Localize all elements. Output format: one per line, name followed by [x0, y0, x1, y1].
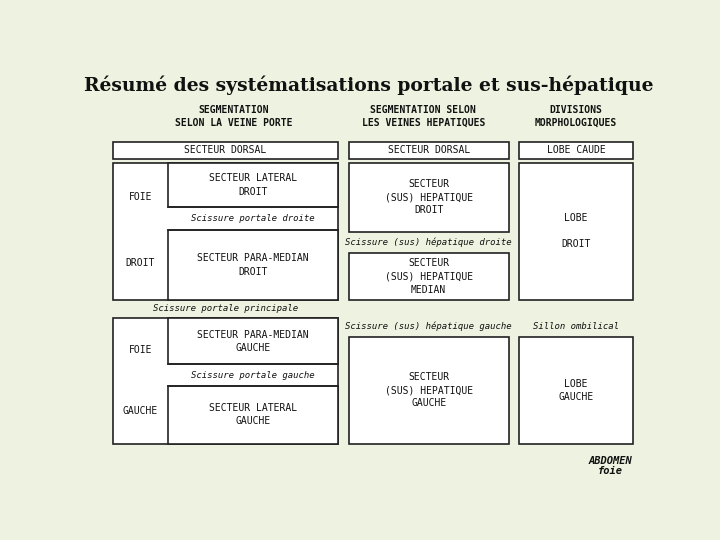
Bar	[519, 336, 632, 444]
Bar	[168, 231, 338, 300]
Text: SECTEUR PARA-MEDIAN
DROIT: SECTEUR PARA-MEDIAN DROIT	[197, 253, 309, 276]
Text: SECTEUR
(SUS) HEPATIQUE
MEDIAN: SECTEUR (SUS) HEPATIQUE MEDIAN	[384, 258, 473, 295]
Bar	[113, 318, 338, 444]
Text: Scissure portale droite: Scissure portale droite	[191, 214, 315, 224]
Bar	[168, 318, 338, 365]
Text: SECTEUR PARA-MEDIAN
GAUCHE: SECTEUR PARA-MEDIAN GAUCHE	[197, 329, 309, 353]
Text: Sillon ombilical: Sillon ombilical	[533, 322, 619, 331]
Bar	[519, 163, 632, 300]
Text: FOIE: FOIE	[129, 346, 152, 355]
Bar	[349, 163, 508, 232]
Text: FOIE: FOIE	[129, 192, 152, 202]
Text: Scissure (sus) hépatique droite: Scissure (sus) hépatique droite	[346, 238, 512, 247]
Text: Scissure portale principale: Scissure portale principale	[153, 305, 298, 313]
Text: LOBE CAUDE: LOBE CAUDE	[546, 145, 606, 156]
Bar	[349, 336, 508, 444]
Text: SEGMENTATION SELON
LES VEINES HEPATIQUES: SEGMENTATION SELON LES VEINES HEPATIQUES	[361, 105, 485, 128]
Text: SEGMENTATION
SELON LA VEINE PORTE: SEGMENTATION SELON LA VEINE PORTE	[175, 105, 292, 128]
Text: Résumé des systématisations portale et sus-hépatique: Résumé des systématisations portale et s…	[84, 76, 654, 96]
Text: SECTEUR LATERAL
DROIT: SECTEUR LATERAL DROIT	[209, 173, 297, 197]
Bar	[168, 163, 338, 207]
Text: ABDOMEN: ABDOMEN	[589, 456, 633, 465]
Bar	[113, 142, 338, 159]
Text: SECTEUR DORSAL: SECTEUR DORSAL	[387, 145, 470, 156]
Bar	[113, 163, 338, 300]
Text: DROIT: DROIT	[126, 258, 155, 268]
Text: SECTEUR
(SUS) HEPATIQUE
DROIT: SECTEUR (SUS) HEPATIQUE DROIT	[384, 179, 473, 215]
Text: SECTEUR DORSAL: SECTEUR DORSAL	[184, 145, 266, 156]
Bar	[349, 142, 508, 159]
Bar	[519, 142, 632, 159]
Text: DIVISIONS
MORPHOLOGIQUES: DIVISIONS MORPHOLOGIQUES	[535, 105, 617, 128]
Text: Scissure (sus) hépatique gauche: Scissure (sus) hépatique gauche	[346, 322, 512, 332]
Text: foie: foie	[598, 465, 624, 476]
Bar	[168, 386, 338, 444]
Text: LOBE
GAUCHE: LOBE GAUCHE	[558, 379, 593, 402]
Text: LOBE

DROIT: LOBE DROIT	[561, 213, 590, 249]
Text: SECTEUR
(SUS) HEPATIQUE
GAUCHE: SECTEUR (SUS) HEPATIQUE GAUCHE	[384, 372, 473, 408]
Text: SECTEUR LATERAL
GAUCHE: SECTEUR LATERAL GAUCHE	[209, 403, 297, 427]
Text: Scissure portale gauche: Scissure portale gauche	[191, 370, 315, 380]
Text: GAUCHE: GAUCHE	[122, 406, 158, 416]
Bar	[349, 253, 508, 300]
